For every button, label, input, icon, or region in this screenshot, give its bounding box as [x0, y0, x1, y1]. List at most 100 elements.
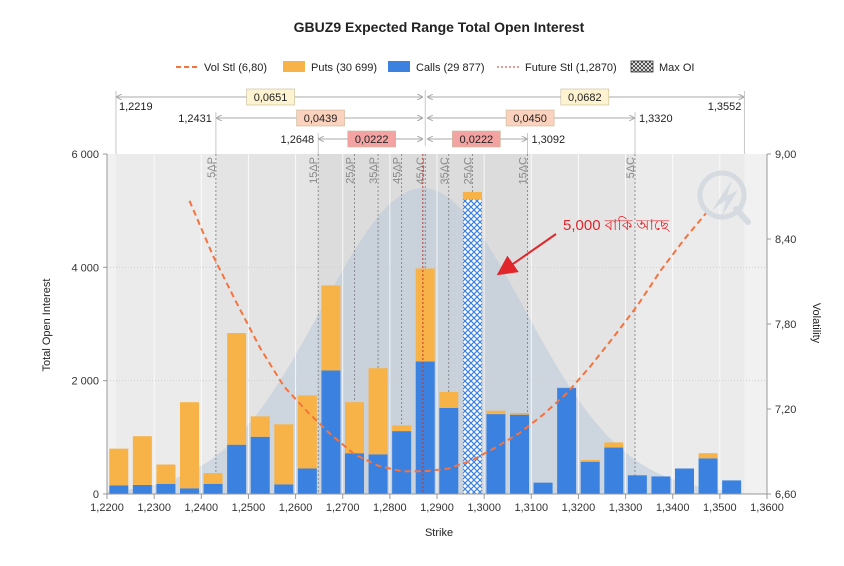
puts-bar — [439, 392, 459, 408]
puts-bar — [698, 453, 718, 459]
y2-tick-label: 7,80 — [775, 319, 796, 331]
puts-bar — [156, 464, 176, 484]
axes: 1,2200 1,2300 1,2400 1,2500 1,2600 1,2700 1,28… — [71, 149, 796, 514]
calls-bar — [227, 444, 247, 494]
delta-label: 35ΔC — [439, 157, 451, 185]
delta-label: 5ΔP — [206, 157, 218, 178]
range-left-value: 1,2219 — [119, 101, 153, 113]
calls-bar — [439, 407, 459, 494]
calls-bar — [486, 414, 506, 494]
calls-bar — [415, 361, 435, 494]
range-left-width: 0,0651 — [254, 92, 288, 104]
legend-vol-label: Vol Stl (6,80) — [204, 62, 267, 74]
x-tick-label: 1,2300 — [137, 502, 171, 514]
delta-label: 25ΔC — [462, 157, 474, 185]
y-tick-label: 6 000 — [71, 149, 99, 161]
chart-title: GBUZ9 Expected Range Total Open Interest — [294, 19, 585, 35]
calls-bar — [675, 468, 694, 494]
gridlines — [107, 154, 767, 494]
puts-bar — [486, 410, 506, 415]
delta-label: 45ΔP — [392, 157, 404, 184]
x-tick-label: 1,3100 — [514, 502, 548, 514]
puts-bar — [368, 368, 388, 455]
x-tick-label: 1,2900 — [420, 502, 454, 514]
y2-tick-label: 7,20 — [775, 404, 796, 416]
puts-bar — [227, 333, 247, 445]
annotation: 5,000 বাকি আছে — [496, 216, 670, 276]
range-left-width-box — [296, 109, 345, 127]
puts-bar — [345, 402, 364, 454]
calls-bar — [274, 484, 294, 494]
legend-calls-label: Calls (29 877) — [416, 62, 484, 74]
legend-maxoi-label: Max OI — [659, 62, 694, 74]
legend-puts-swatch — [283, 61, 305, 72]
range-right-width-box — [452, 130, 501, 148]
y-axis-title: Total Open Interest — [41, 279, 53, 372]
calls-bar — [109, 485, 129, 494]
annotation-text: 5,000 বাকি আছে — [563, 216, 670, 234]
delta-label: 45ΔC — [415, 157, 427, 185]
y-tick-label: 0 — [93, 489, 99, 501]
x-tick-label: 1,2400 — [184, 502, 218, 514]
puts-bar — [203, 473, 223, 484]
calls-bar — [651, 476, 671, 494]
calls-bar — [392, 431, 412, 494]
x-tick-label: 1,2600 — [279, 502, 313, 514]
puts-bar — [274, 424, 294, 485]
puts-bar — [321, 285, 341, 371]
puts-bar — [580, 460, 600, 462]
puts-bar — [462, 191, 482, 200]
calls-bar — [722, 480, 742, 494]
x-tick-label: 1,3300 — [609, 502, 643, 514]
puts-bar — [557, 387, 577, 389]
expected-range-brackets: 1,2219 1,3552 0,0651 0,0682 1,2431 1,3320 0,04… — [115, 88, 745, 494]
calls-bar — [345, 453, 364, 494]
calls-bar — [462, 199, 482, 495]
puts-bar — [415, 268, 435, 362]
y-tick-label: 4 000 — [71, 262, 99, 274]
legend-calls-swatch — [388, 61, 410, 72]
range-right-width-box — [560, 88, 610, 106]
delta-label: 15ΔP — [308, 157, 320, 184]
delta-label: 15ΔC — [518, 157, 530, 185]
puts-bar — [510, 412, 529, 415]
vol-smile-curve — [188, 200, 709, 473]
bars — [109, 191, 742, 495]
watermark-logo — [697, 170, 751, 225]
calls-bar — [557, 388, 577, 494]
calls-bar — [627, 475, 647, 494]
range-left-width-box — [246, 88, 295, 106]
calls-bar — [203, 483, 223, 494]
legend-puts-label: Puts (30 699) — [311, 62, 377, 74]
puts-bar — [180, 402, 199, 489]
delta-label: 35ΔP — [368, 157, 380, 184]
range-right-width: 0,0222 — [460, 134, 494, 146]
calls-bar — [250, 436, 270, 494]
calls-bar — [132, 484, 152, 494]
calls-bar — [604, 447, 624, 494]
annotation-arrow — [496, 233, 557, 276]
puts-bar — [604, 442, 624, 448]
x-tick-label: 1,2800 — [373, 502, 407, 514]
range-right-width: 0,0450 — [513, 113, 547, 125]
x-tick-label: 1,3400 — [656, 502, 690, 514]
legend-future-label: Future Stl (1,2870) — [525, 62, 617, 74]
y2-axis-title: Volatility — [810, 303, 822, 344]
vol-smile-line — [188, 200, 709, 473]
calls-bar — [698, 458, 718, 494]
range-left-width-box — [347, 130, 397, 148]
x-tick-label: 1,3600 — [750, 502, 784, 514]
x-tick-label: 1,2500 — [232, 502, 266, 514]
delta-label: 5ΔC — [625, 157, 637, 178]
puts-bar — [132, 436, 152, 485]
calls-bar — [297, 468, 317, 494]
calls-bar — [180, 488, 199, 494]
puts-bar — [109, 448, 129, 486]
x-tick-label: 1,3000 — [467, 502, 501, 514]
y2-tick-label: 9,00 — [775, 149, 796, 161]
puts-bar — [297, 395, 317, 469]
y2-tick-label: 6,60 — [775, 489, 796, 501]
x-tick-label: 1,3200 — [562, 502, 596, 514]
